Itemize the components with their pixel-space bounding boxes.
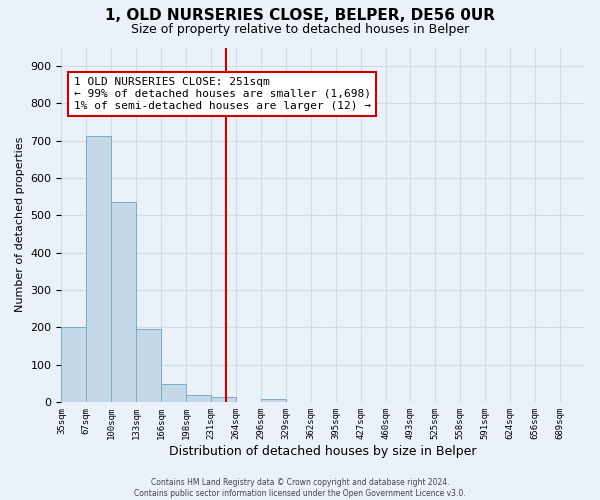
Bar bbox=[61, 327, 86, 402]
Text: Contains HM Land Registry data © Crown copyright and database right 2024.
Contai: Contains HM Land Registry data © Crown c… bbox=[134, 478, 466, 498]
Text: 1 OLD NURSERIES CLOSE: 251sqm
← 99% of detached houses are smaller (1,698)
1% of: 1 OLD NURSERIES CLOSE: 251sqm ← 99% of d… bbox=[74, 78, 371, 110]
Bar bbox=[86, 136, 111, 402]
X-axis label: Distribution of detached houses by size in Belper: Distribution of detached houses by size … bbox=[169, 444, 477, 458]
Bar bbox=[161, 384, 186, 402]
Bar bbox=[261, 399, 286, 402]
Text: 1, OLD NURSERIES CLOSE, BELPER, DE56 0UR: 1, OLD NURSERIES CLOSE, BELPER, DE56 0UR bbox=[105, 8, 495, 22]
Bar bbox=[136, 328, 161, 402]
Y-axis label: Number of detached properties: Number of detached properties bbox=[15, 137, 25, 312]
Bar bbox=[211, 398, 236, 402]
Text: Size of property relative to detached houses in Belper: Size of property relative to detached ho… bbox=[131, 22, 469, 36]
Bar bbox=[111, 202, 136, 402]
Bar bbox=[186, 394, 211, 402]
